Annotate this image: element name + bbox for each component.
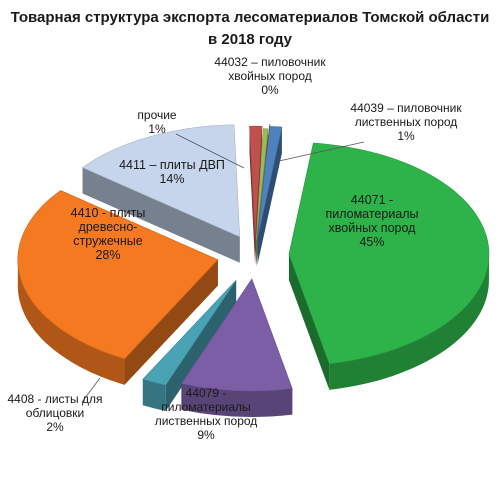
pie-slice [257,126,283,265]
slice-side [181,383,293,417]
slice-label: 4408 - листы для облицовки 2% [7,392,102,434]
slice-wall [257,127,282,265]
slice-label-line: 4408 - листы для [7,392,102,406]
slice-label-line: 44071 - [351,193,393,207]
slice-percent: 45% [359,235,384,249]
slice-label-line: прочие [137,108,177,122]
slice-label: 44032 – пиловочник хвойных пород 0% [214,55,326,97]
slice-percent: 1% [148,122,166,136]
slice-label-line: лиственных пород [355,115,458,129]
slice-label: 44079 -пиломатериалы лиственных пород 9% [155,386,258,442]
slice-wall [288,254,330,390]
slice-percent: 28% [95,248,120,262]
slice-top [180,278,293,392]
slice-percent: 0% [261,83,279,97]
slice-label-line: лиственных пород [155,414,258,428]
slice-label-line: 44039 – пиловочник [350,101,462,115]
slice-label-line: хвойных пород [228,69,311,83]
slice-label-line: пиломатериалы [325,207,418,221]
pie-slice [142,279,237,411]
leader-line [265,123,271,159]
slice-percent: 1% [397,129,415,143]
slice-percent: 14% [159,172,184,186]
slice-percent: 2% [46,420,64,434]
slice-side [142,379,166,411]
chart-title: Товарная структура экспорта лесоматериал… [10,9,490,26]
slice-label-line: 4411 – плиты ДВП [119,158,225,172]
pie-slice [17,190,219,385]
slice-label-line: пиломатериалы [161,400,250,414]
slice-label: 4411 – плиты ДВП 14% [119,158,225,186]
slice-wall [124,259,218,385]
slice-wall [82,167,240,263]
leader-line [175,133,245,169]
slice-percent: 9% [197,428,215,442]
slice-label-line: хвойных пород [329,221,417,235]
slice-top [81,124,241,238]
slice-top [17,190,219,360]
slice-top [249,125,263,239]
slice-label-line: древесно- [79,220,138,234]
slice-wall [249,126,256,265]
slice-top [288,142,490,365]
slice-label-line: 44032 – пиловочник [214,55,326,69]
slice-label: прочие 1% [137,108,177,136]
slice-side [17,259,125,385]
slice-label-line: облицовки [26,406,84,420]
pie-slice [288,142,490,390]
leader-line [81,377,101,403]
slice-label: 44071 -пиломатериалы хвойных пород 45% [325,193,418,249]
slice-top [142,279,237,386]
slice-label-line: 4410 - плиты [71,206,146,220]
slice-label: 4410 - плиты древесно-стружечные 28% [71,206,146,262]
slice-label: 44039 – пиловочник лиственных пород 1% [350,101,462,143]
slice-label-line: 44079 - [186,386,227,400]
chart-subtitle: в 2018 году [208,31,292,48]
slice-label-line: стружечные [73,234,142,248]
pie-slice [81,124,241,263]
slice-top [255,128,269,241]
pie-slice [180,278,293,417]
leader-line [278,141,365,162]
slice-side [329,254,489,390]
